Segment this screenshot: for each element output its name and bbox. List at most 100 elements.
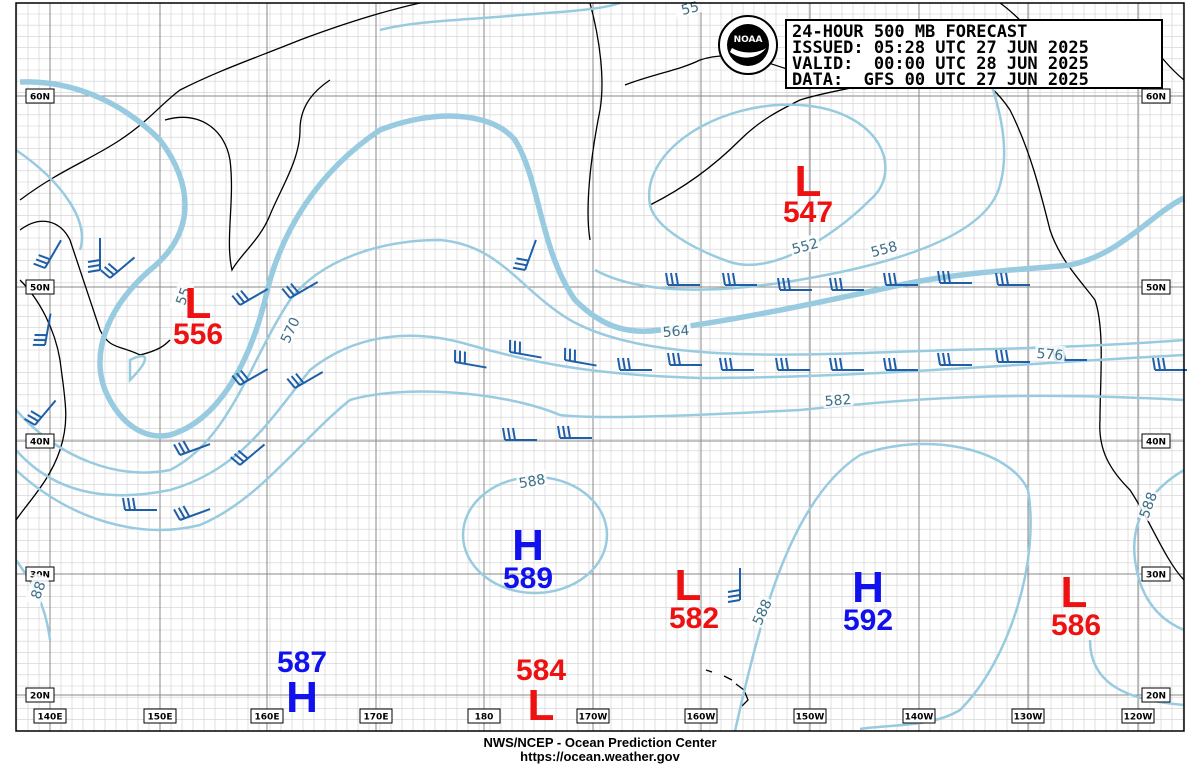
longitude-label-box	[250, 708, 284, 724]
barb-staff	[509, 351, 542, 359]
header-data: DATA: GFS 00 UTC 27 JUN 2025	[792, 70, 1089, 90]
longitude-label-box	[359, 708, 393, 724]
barb-flag	[518, 341, 521, 354]
barb-flag	[286, 377, 296, 389]
barb-flag	[24, 417, 36, 426]
latitude-label-right-box	[1141, 433, 1171, 449]
barb-flag	[777, 277, 781, 291]
barb-flag	[231, 294, 241, 306]
barb-flag	[617, 357, 621, 371]
longitude-label-box	[143, 708, 177, 724]
barb-flag	[729, 357, 733, 371]
barb-flag	[513, 340, 517, 353]
wind-barb	[122, 497, 157, 511]
barb-flag	[1005, 272, 1009, 286]
contours	[14, 1, 1186, 732]
longitude-label: 170E	[364, 713, 389, 723]
barb-flag	[514, 262, 527, 267]
longitude-label: 160W	[687, 713, 716, 723]
longitude-label: 140E	[38, 713, 63, 723]
wind-barb	[719, 357, 754, 371]
barb-flag	[672, 352, 676, 366]
center-value: 586	[1051, 609, 1101, 642]
contour-label-bg	[673, 0, 707, 19]
barb-flag	[942, 270, 946, 284]
center-symbol: L	[795, 157, 822, 206]
barb-flag	[87, 264, 101, 268]
barb-flag	[502, 427, 506, 441]
barb-flag	[893, 357, 897, 371]
coastline	[19, 220, 171, 356]
wind-barb	[667, 352, 702, 366]
barb-flag	[454, 349, 457, 363]
wind-barb	[995, 349, 1030, 363]
barb-flag	[132, 497, 136, 511]
barb-staff	[179, 443, 211, 456]
barb-staff	[454, 361, 487, 369]
longitude-label-box	[1121, 708, 1155, 724]
wind-barb	[286, 371, 324, 389]
barb-flag	[834, 357, 838, 371]
barb-flag	[719, 357, 723, 371]
barb-flag	[732, 272, 736, 286]
coastline	[649, 66, 1185, 581]
longitude-label: 140W	[905, 713, 934, 723]
barb-staff	[44, 239, 62, 269]
barb-flag	[127, 497, 131, 511]
barb-flag	[87, 259, 101, 263]
barb-flag	[1157, 357, 1161, 371]
contour-label-bg	[515, 469, 548, 491]
barb-flag	[888, 357, 892, 371]
contour-label-bg	[275, 312, 303, 347]
barb-flag	[780, 357, 784, 371]
barb-flag	[839, 277, 843, 291]
wind-barb	[883, 272, 918, 286]
barb-flag	[567, 425, 571, 439]
contour-label: 552	[790, 236, 820, 258]
wind-barb	[281, 281, 319, 299]
barb-flag	[281, 287, 291, 299]
barb-flag	[177, 507, 186, 519]
barb-flag	[30, 410, 42, 419]
barb-flag	[1152, 357, 1156, 371]
barb-flag	[562, 425, 566, 439]
wind-barb	[883, 357, 918, 371]
barb-flag	[829, 277, 833, 291]
wind-barb	[777, 277, 812, 291]
center-symbol: L	[528, 681, 555, 730]
coastline	[587, 2, 603, 241]
latitude-label-right: 60N	[1146, 93, 1166, 103]
contour-label: 55	[173, 285, 194, 307]
latitude-label-right: 20N	[1146, 692, 1166, 702]
labels: 60N60N50N50N40N40N30N30N20N20N140E150E16…	[24, 0, 1171, 730]
logo-disc	[727, 24, 769, 66]
barb-staff	[239, 288, 269, 306]
wind-barb	[231, 288, 269, 306]
barb-flag	[782, 277, 786, 291]
wind-barb	[665, 272, 700, 286]
barb-flag	[667, 352, 671, 366]
latitude-label-left: 50N	[30, 284, 50, 294]
header-box	[785, 19, 1163, 89]
barb-flag	[235, 372, 246, 384]
wind-barb	[33, 239, 62, 269]
wind-barb	[829, 277, 864, 291]
longitude-label-box	[467, 708, 501, 724]
center-symbol: L	[675, 561, 702, 610]
barb-flag	[724, 357, 728, 371]
barb-flag	[32, 343, 46, 346]
contour-line	[1088, 468, 1185, 707]
barb-flag	[512, 427, 516, 441]
barb-flag	[235, 292, 246, 304]
header-valid: VALID: 00:00 UTC 28 JUN 2025	[792, 54, 1089, 74]
longitude-label: 150E	[148, 713, 173, 723]
barb-flag	[27, 414, 39, 423]
barb-flag	[947, 270, 951, 284]
wind-barb	[231, 368, 269, 386]
contour-label-bg	[822, 389, 854, 409]
center-value: 556	[173, 318, 223, 351]
center-symbol: L	[185, 279, 212, 328]
longitude-label: 130W	[1014, 713, 1043, 723]
barb-flag	[240, 369, 250, 381]
barb-flag	[883, 272, 887, 286]
